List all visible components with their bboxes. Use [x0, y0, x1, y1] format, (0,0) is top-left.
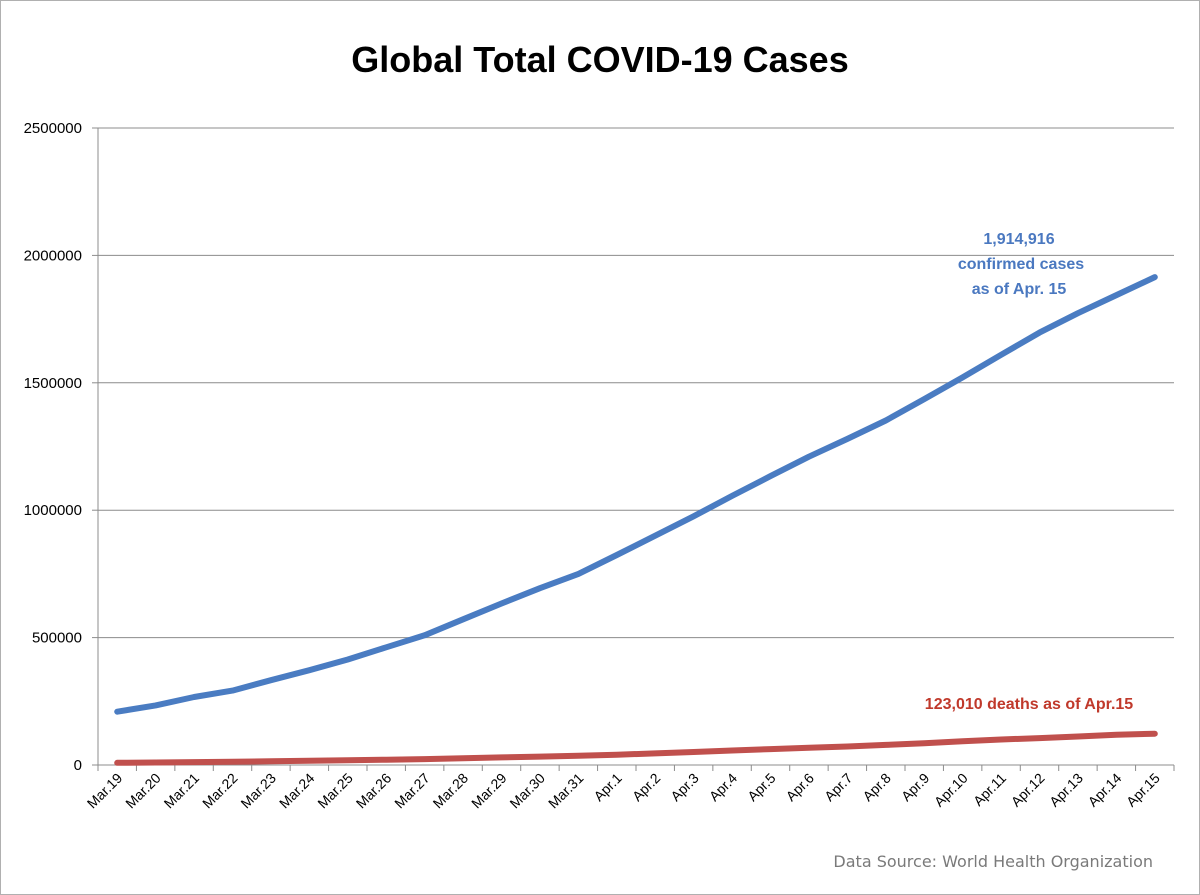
x-tick-label-0: Mar.19 [84, 770, 126, 812]
x-tick-label-14: Apr.2 [629, 770, 664, 805]
x-tick-label-12: Mar.31 [545, 770, 587, 812]
chart-title: Global Total COVID-19 Cases [351, 39, 849, 80]
x-tick-label-27: Apr.15 [1123, 770, 1163, 810]
series-line-0 [114, 274, 1158, 715]
x-tick-label-23: Apr.11 [970, 770, 1009, 809]
x-tick-label-1: Mar.20 [122, 770, 164, 812]
y-tick-label-5: 2500000 [24, 120, 82, 137]
x-tick-label-9: Mar.28 [430, 770, 472, 812]
x-tick-label-7: Mar.26 [353, 770, 395, 812]
x-tick-label-26: Apr.14 [1085, 770, 1125, 810]
y-tick-label-0: 0 [74, 757, 82, 774]
x-tick-label-22: Apr.10 [931, 770, 971, 810]
x-tick-label-3: Mar.22 [199, 770, 241, 812]
x-tick-label-11: Mar.30 [506, 770, 548, 812]
cases-annotation-line-2: confirmed cases [958, 256, 1084, 273]
y-tick-label-4: 2000000 [24, 247, 82, 264]
x-tick-label-15: Apr.3 [667, 770, 702, 805]
x-tick-label-2: Mar.21 [161, 770, 203, 812]
cases-annotation-line-1: 1,914,916 [983, 231, 1054, 248]
deaths-annotation: 123,010 deaths as of Apr.15 [925, 696, 1134, 713]
x-tick-label-17: Apr.5 [744, 770, 779, 805]
y-tick-label-3: 1500000 [24, 375, 82, 392]
y-tick-label-2: 1000000 [24, 502, 82, 519]
x-tick-label-8: Mar.27 [391, 770, 433, 812]
data-source-note: Data Source: World Health Organization [833, 852, 1153, 871]
x-tick-label-20: Apr.8 [859, 770, 894, 805]
series-line-1 [114, 730, 1158, 766]
x-tick-label-21: Apr.9 [898, 770, 933, 805]
cases-annotation-line-3: as of Apr. 15 [972, 281, 1067, 298]
y-tick-label-1: 500000 [32, 630, 82, 647]
x-tick-label-10: Mar.29 [468, 770, 510, 812]
x-tick-label-24: Apr.12 [1008, 770, 1048, 810]
x-tick-label-18: Apr.6 [783, 770, 818, 805]
x-tick-label-16: Apr.4 [706, 770, 741, 805]
x-tick-label-13: Apr.1 [590, 770, 625, 805]
x-tick-label-6: Mar.25 [314, 770, 356, 812]
x-tick-label-5: Mar.24 [276, 770, 318, 812]
x-tick-label-25: Apr.13 [1046, 770, 1086, 810]
x-tick-label-19: Apr.7 [821, 770, 856, 805]
x-tick-label-4: Mar.23 [237, 770, 279, 812]
